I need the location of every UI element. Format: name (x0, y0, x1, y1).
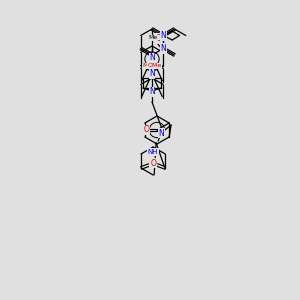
Text: O: O (150, 158, 156, 167)
Text: N: N (160, 31, 166, 40)
Text: N: N (149, 53, 155, 62)
Text: O: O (155, 34, 161, 43)
Text: N: N (160, 44, 166, 53)
Text: OMe: OMe (148, 63, 162, 68)
Text: N: N (160, 31, 166, 40)
Text: N: N (149, 88, 155, 97)
Text: NH: NH (148, 149, 158, 155)
Text: O: O (150, 158, 156, 167)
Text: O: O (143, 125, 149, 134)
Text: N: N (149, 70, 155, 79)
Text: N: N (158, 128, 164, 137)
Text: Me: Me (148, 35, 158, 40)
Text: MeO: MeO (142, 63, 156, 68)
